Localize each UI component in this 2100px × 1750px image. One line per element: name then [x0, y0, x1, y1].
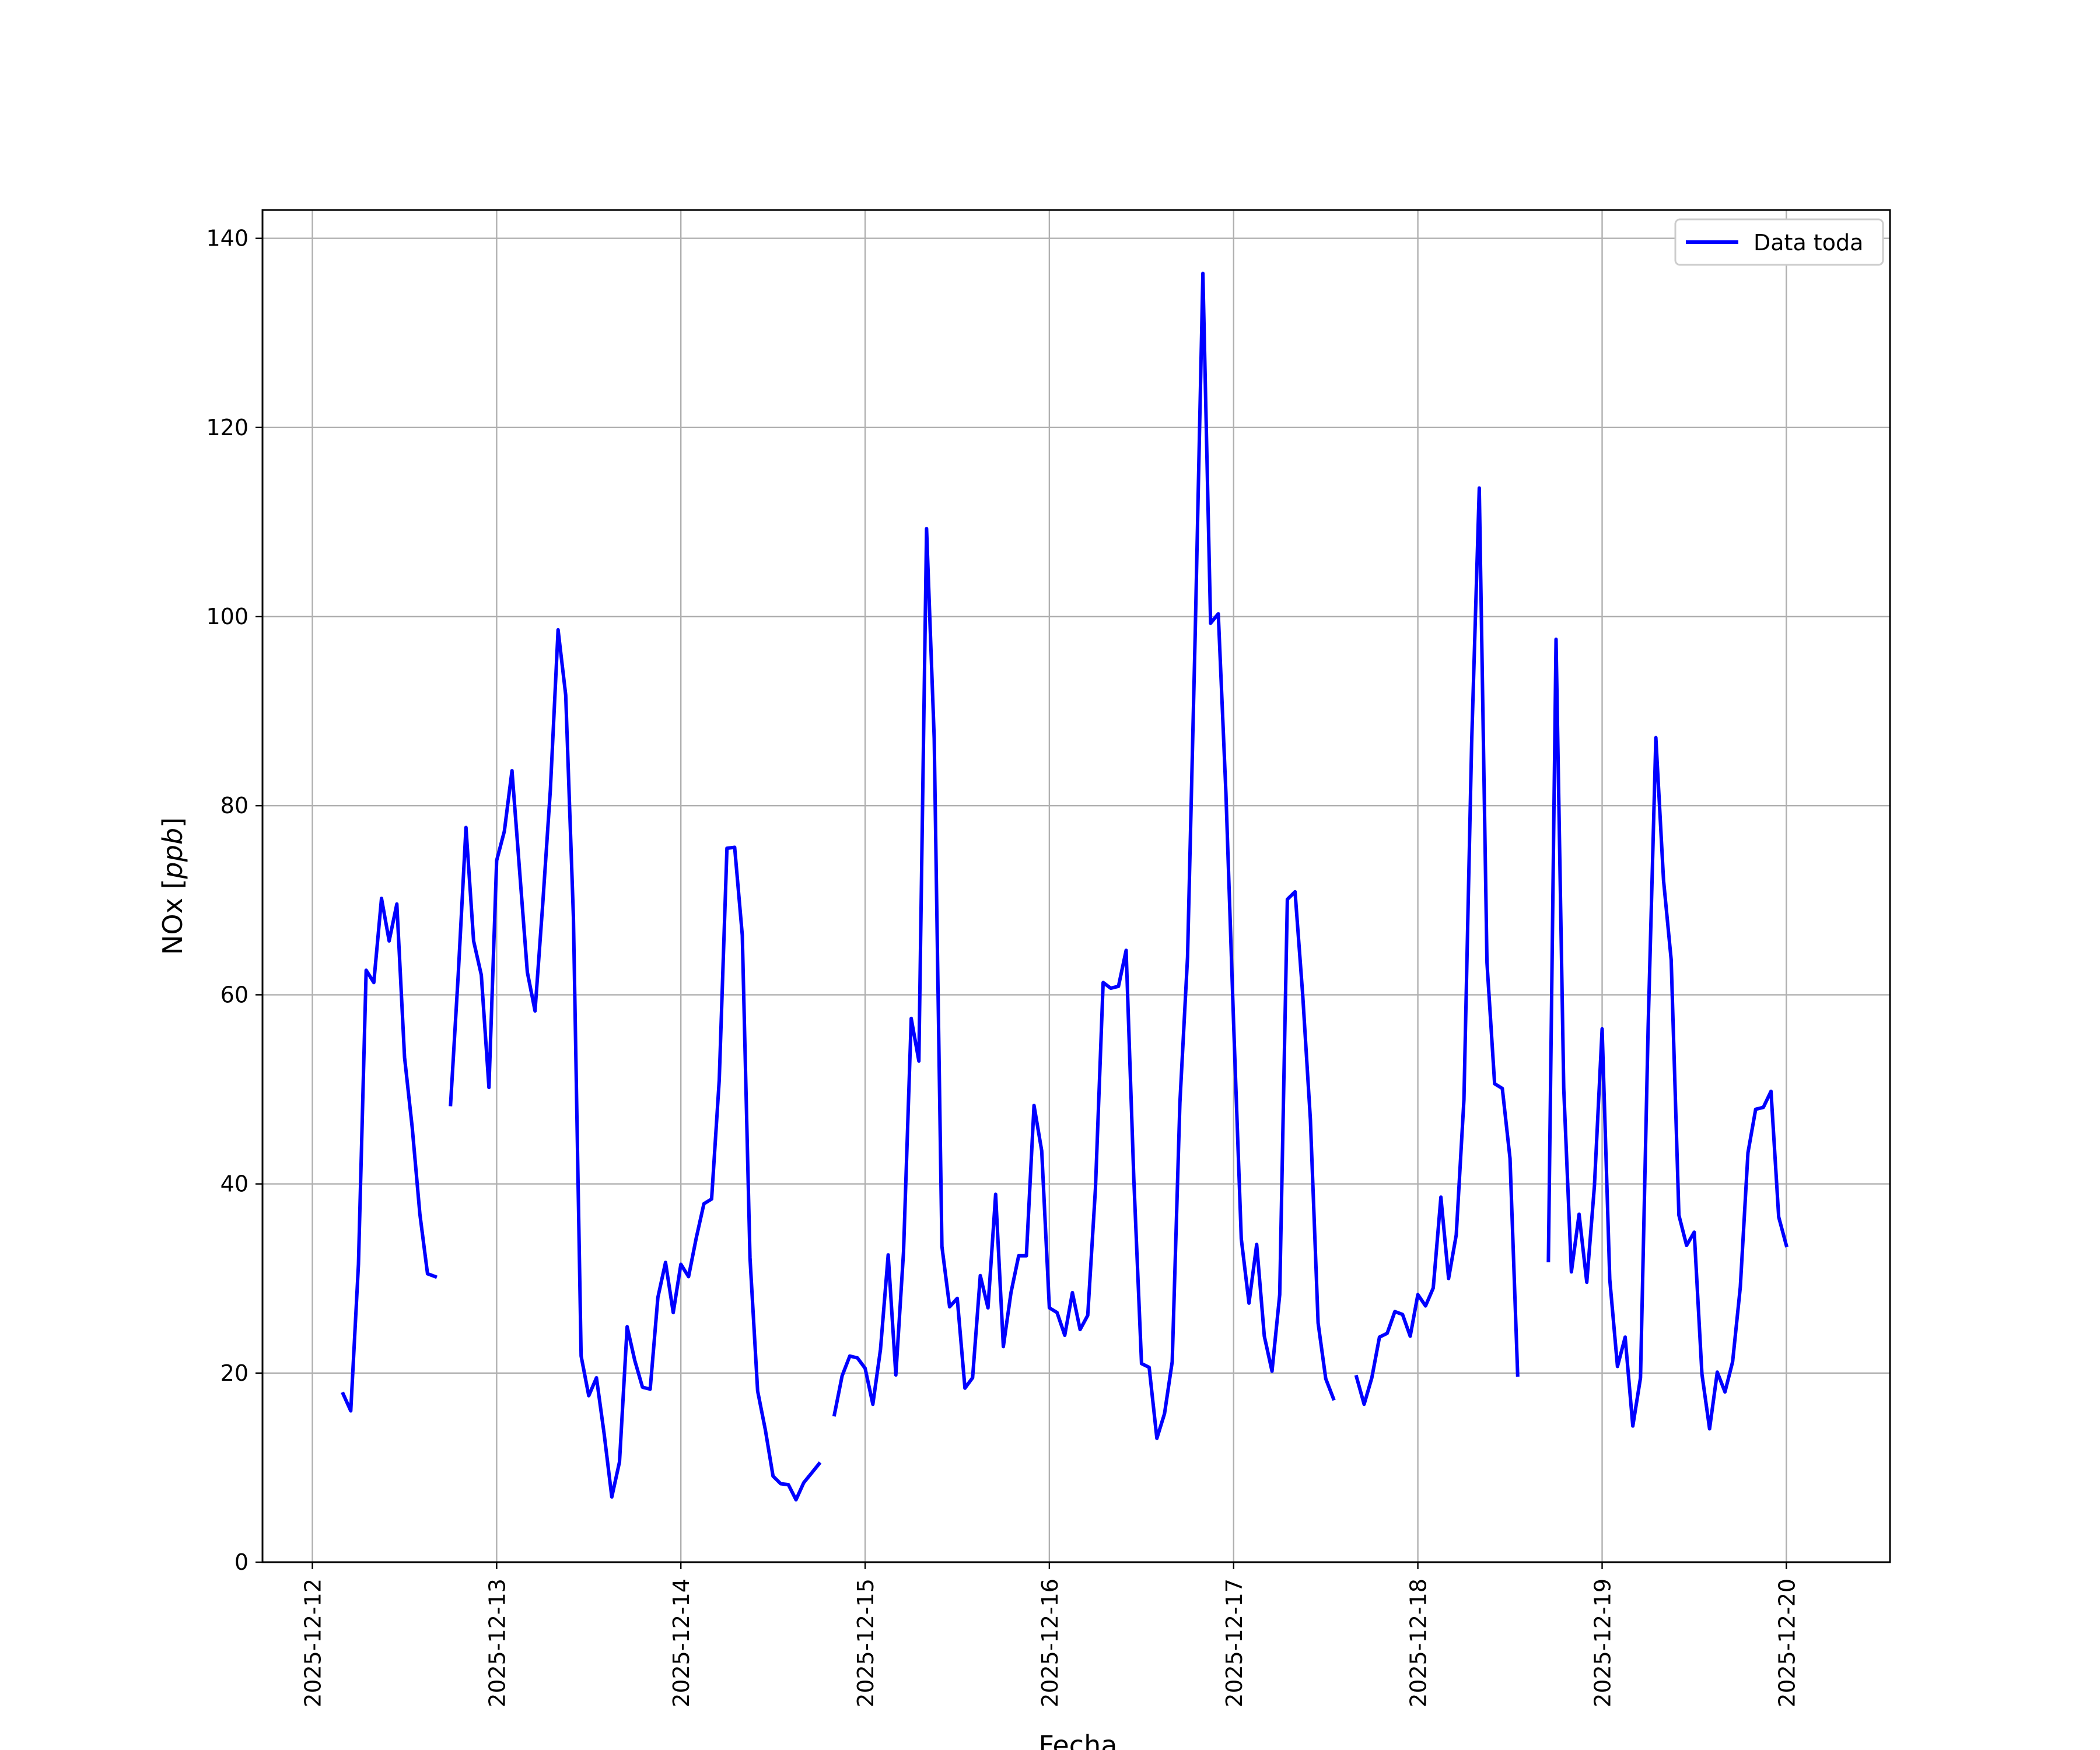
- legend-box: [1674, 218, 1884, 266]
- series-line-segment: [449, 628, 822, 1502]
- y-axis-label: NOx [ppb]: [157, 817, 188, 955]
- series-line-segment: [341, 897, 438, 1413]
- data-series-toda: [341, 271, 1788, 1502]
- y-tick-label: 100: [206, 604, 249, 629]
- y-tick-label: 120: [206, 415, 249, 440]
- y-tick-label: 20: [220, 1360, 249, 1386]
- series-line-segment: [832, 271, 1336, 1440]
- y-axis-label-unit: ppb: [157, 828, 188, 880]
- x-axis-label: Fecha: [1039, 1730, 1118, 1750]
- x-tick-label: 2025-12-13: [484, 1578, 510, 1707]
- axis-ticks: 0 20 40 60 80 100 120 140 2025-12-12 2025-12-13 20…: [206, 226, 1800, 1707]
- series-line-segment: [1546, 637, 1788, 1431]
- x-tick-label: 2025-12-20: [1774, 1578, 1800, 1707]
- x-tick-label: 2025-12-16: [1037, 1578, 1063, 1707]
- x-tick-label: 2025-12-18: [1406, 1578, 1432, 1707]
- legend: Data toda: [1674, 218, 1884, 266]
- y-tick-label: 40: [220, 1171, 249, 1197]
- x-tick-label: 2025-12-15: [853, 1578, 878, 1707]
- y-axis-label-main: NOx: [157, 890, 188, 955]
- y-tick-label: 0: [235, 1549, 249, 1575]
- x-tick-label: 2025-12-12: [300, 1578, 326, 1707]
- y-tick-label: 80: [220, 793, 249, 818]
- y-tick-label: 140: [206, 226, 249, 251]
- x-tick-label: 2025-12-19: [1590, 1578, 1616, 1707]
- x-tick-label: 2025-12-14: [668, 1578, 694, 1707]
- x-tick-label: 2025-12-17: [1222, 1578, 1247, 1707]
- plot-frame: [261, 209, 1891, 1563]
- y-tick-label: 60: [220, 982, 249, 1007]
- series-line-segment: [1354, 486, 1520, 1406]
- legend-label-data-toda: Data toda: [1754, 230, 1863, 256]
